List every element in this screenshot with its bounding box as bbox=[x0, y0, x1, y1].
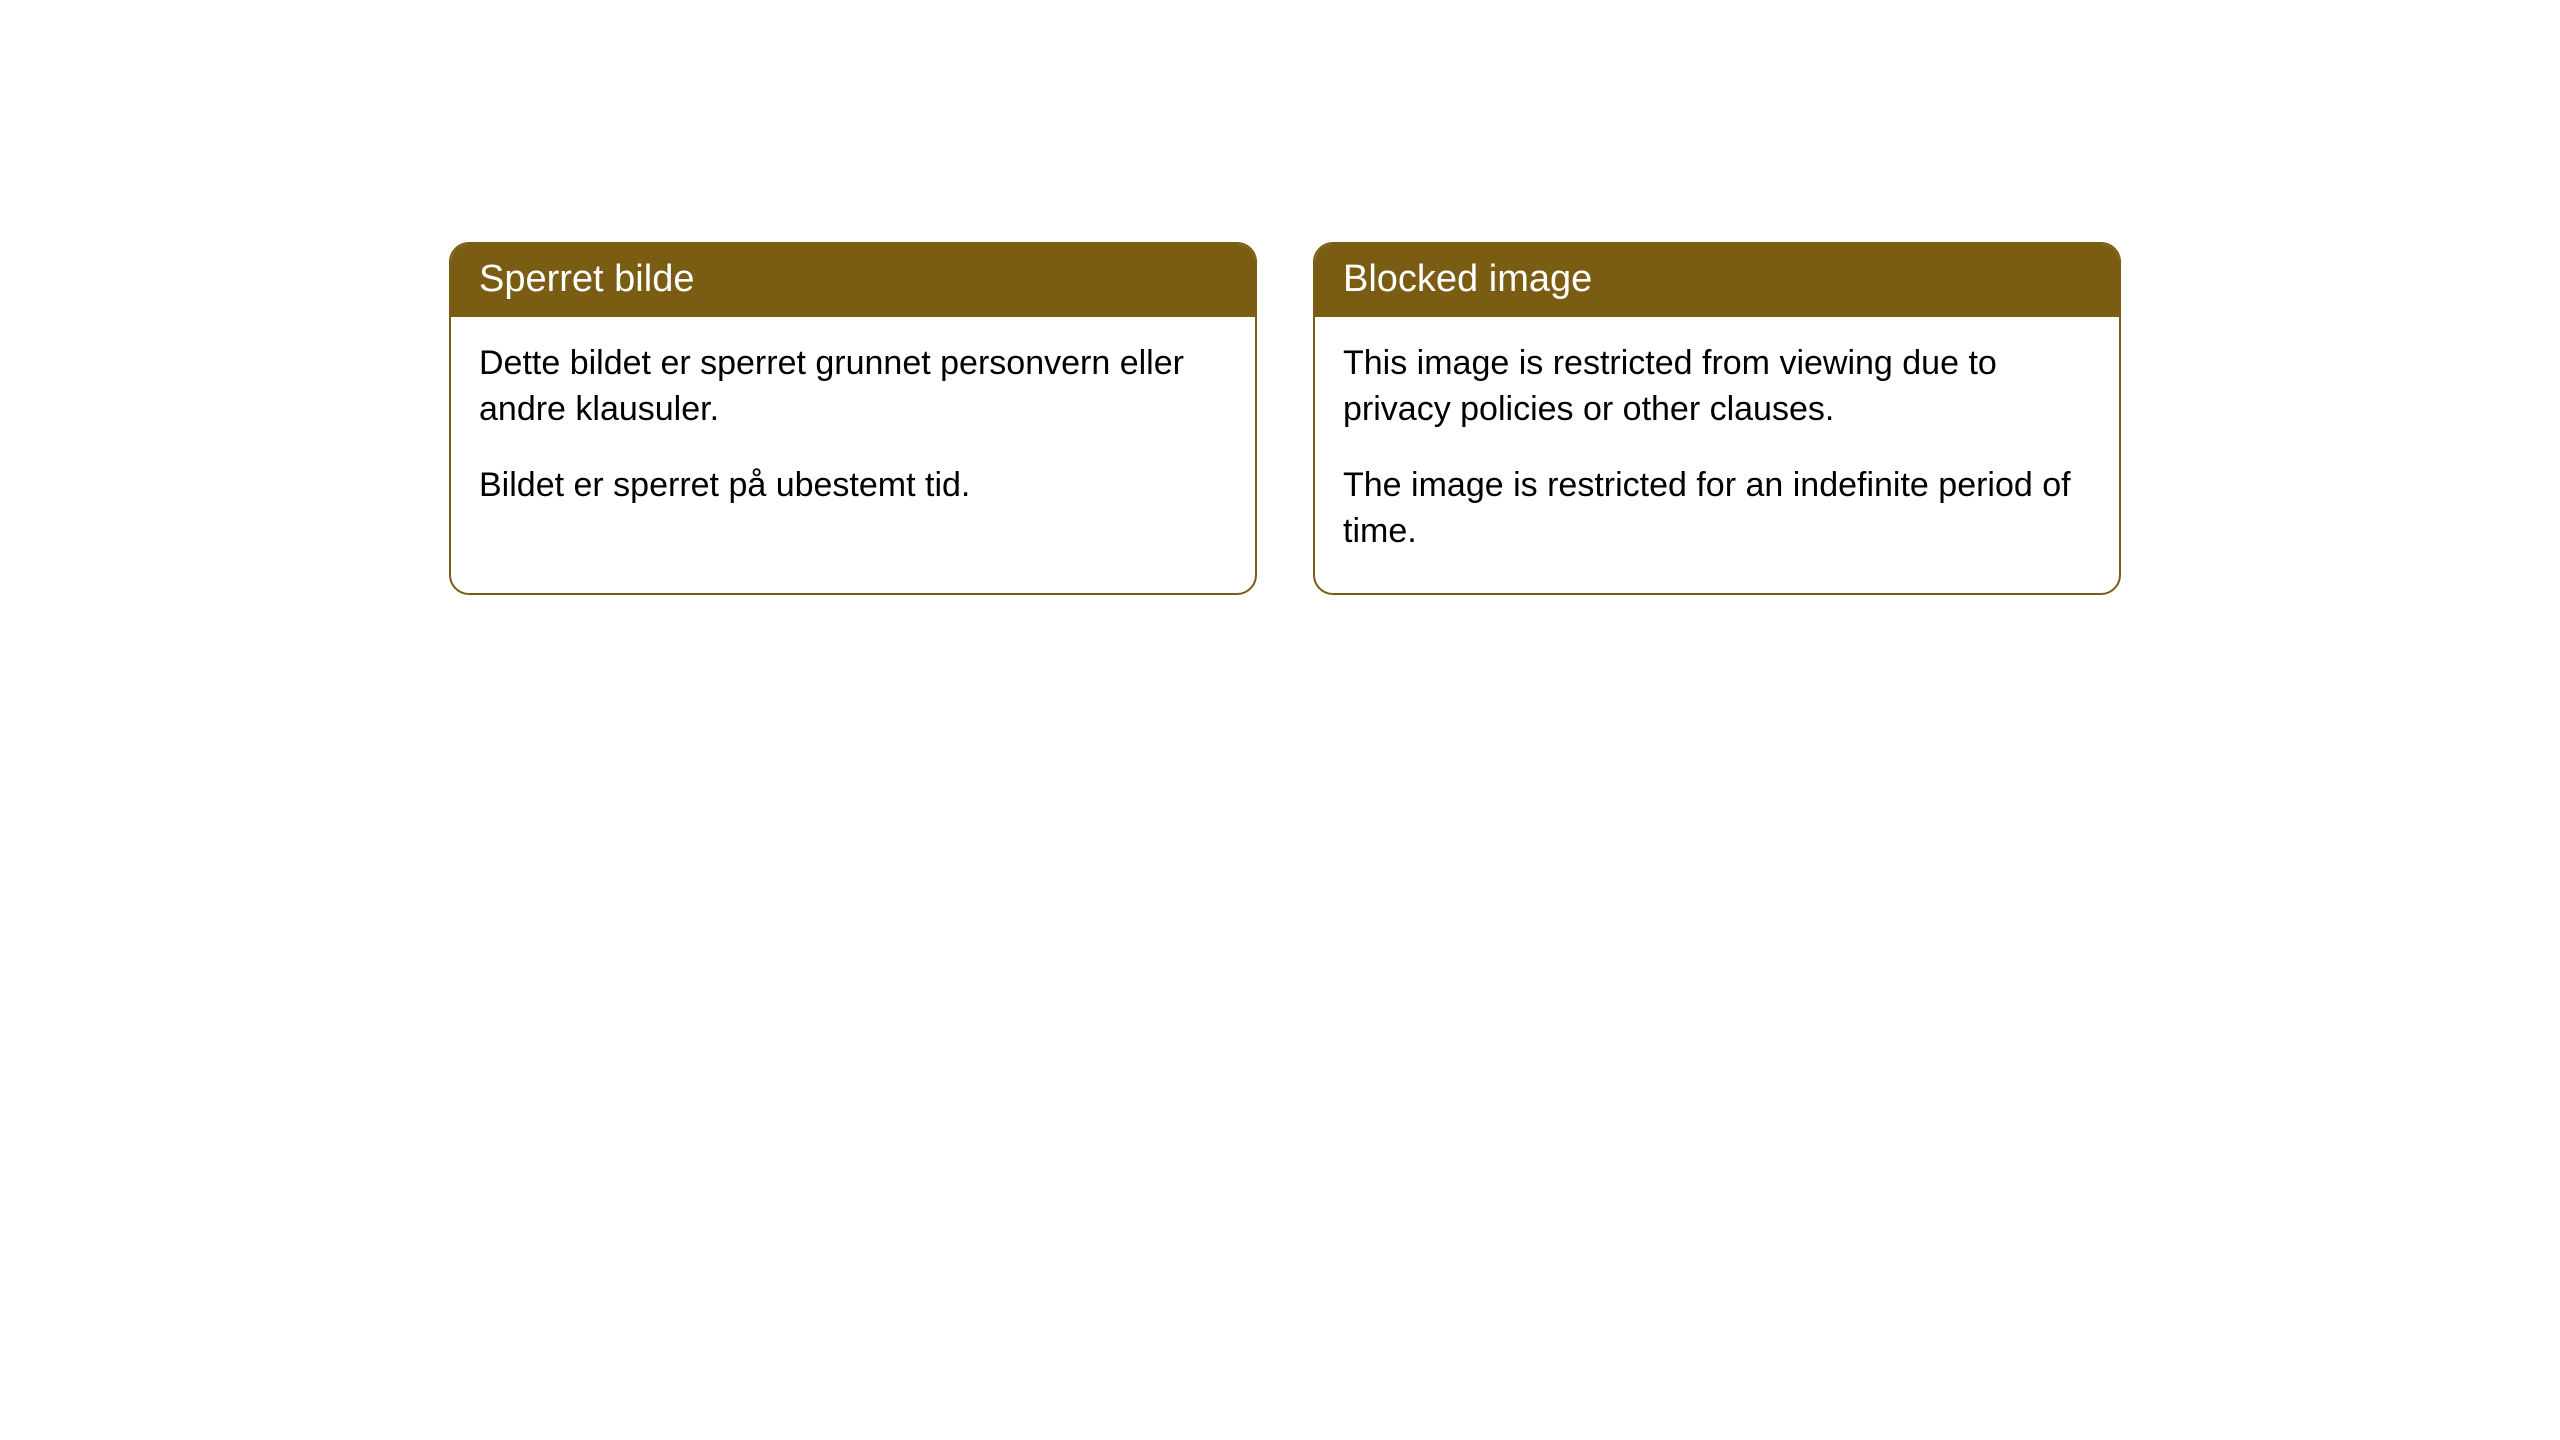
card-paragraph-2-english: The image is restricted for an indefinit… bbox=[1343, 463, 2091, 555]
notice-cards-container: Sperret bilde Dette bildet er sperret gr… bbox=[449, 242, 2121, 595]
card-body-english: This image is restricted from viewing du… bbox=[1315, 317, 2119, 593]
card-header-norwegian: Sperret bilde bbox=[451, 244, 1255, 317]
card-paragraph-2-norwegian: Bildet er sperret på ubestemt tid. bbox=[479, 463, 1227, 509]
card-paragraph-1-norwegian: Dette bildet er sperret grunnet personve… bbox=[479, 341, 1227, 433]
card-header-english: Blocked image bbox=[1315, 244, 2119, 317]
card-body-norwegian: Dette bildet er sperret grunnet personve… bbox=[451, 317, 1255, 547]
card-paragraph-1-english: This image is restricted from viewing du… bbox=[1343, 341, 2091, 433]
blocked-image-card-english: Blocked image This image is restricted f… bbox=[1313, 242, 2121, 595]
blocked-image-card-norwegian: Sperret bilde Dette bildet er sperret gr… bbox=[449, 242, 1257, 595]
